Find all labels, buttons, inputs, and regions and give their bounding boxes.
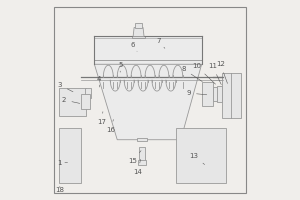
Text: 1: 1 bbox=[58, 160, 68, 166]
Text: 16: 16 bbox=[106, 120, 115, 133]
Bar bbox=[222, 73, 241, 118]
Text: 5: 5 bbox=[118, 62, 122, 72]
Text: 13: 13 bbox=[189, 153, 205, 165]
Bar bbox=[132, 36, 145, 38]
Bar bbox=[58, 128, 82, 183]
Text: 2: 2 bbox=[62, 97, 80, 103]
Polygon shape bbox=[133, 28, 144, 36]
Text: 12: 12 bbox=[216, 61, 227, 83]
Text: 7: 7 bbox=[157, 38, 165, 48]
Text: 15: 15 bbox=[129, 151, 141, 164]
Text: 17: 17 bbox=[97, 112, 106, 125]
Bar bbox=[137, 138, 147, 141]
Text: 4: 4 bbox=[97, 76, 101, 87]
Text: 11: 11 bbox=[208, 63, 221, 85]
Text: 3: 3 bbox=[58, 82, 73, 92]
Bar bbox=[176, 128, 226, 183]
Bar bbox=[58, 88, 86, 116]
Bar bbox=[138, 160, 146, 165]
Bar bbox=[217, 86, 222, 102]
Text: 6: 6 bbox=[131, 42, 137, 51]
Bar bbox=[202, 82, 213, 106]
Bar bbox=[94, 36, 202, 60]
Bar bbox=[213, 87, 217, 101]
Text: 18: 18 bbox=[55, 186, 64, 193]
Bar bbox=[94, 60, 202, 64]
Text: 14: 14 bbox=[134, 159, 142, 174]
Bar bbox=[135, 23, 142, 28]
Text: 10: 10 bbox=[192, 63, 215, 84]
Bar bbox=[139, 147, 145, 161]
Text: 8: 8 bbox=[182, 66, 202, 82]
Bar bbox=[85, 88, 91, 98]
Polygon shape bbox=[94, 64, 202, 140]
Bar bbox=[82, 94, 90, 109]
Text: 9: 9 bbox=[187, 90, 207, 96]
